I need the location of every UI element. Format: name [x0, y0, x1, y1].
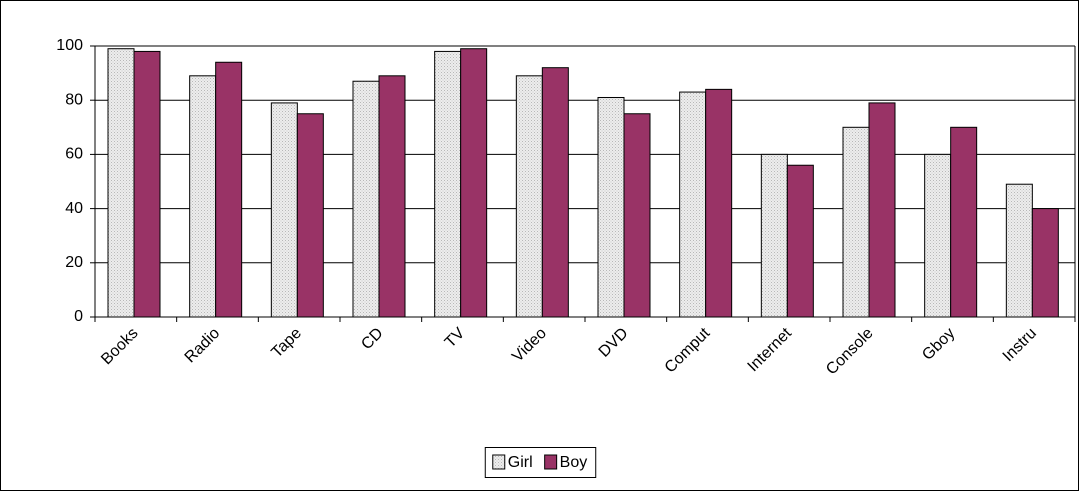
bar — [270, 102, 298, 318]
bar — [541, 67, 569, 318]
bar — [705, 88, 733, 318]
legend-swatch — [492, 454, 506, 470]
bar — [352, 80, 380, 318]
legend-label: Boy — [560, 454, 588, 471]
bar — [133, 50, 161, 318]
bar — [924, 153, 952, 318]
bar — [515, 75, 543, 318]
bar — [679, 91, 707, 318]
y-tick-label: 80 — [65, 91, 83, 108]
y-tick-label: 60 — [65, 146, 83, 163]
legend: Girl Boy — [484, 447, 597, 478]
bar — [760, 153, 788, 318]
legend-label: Girl — [508, 454, 533, 471]
bar — [460, 48, 488, 318]
y-tick-label: 40 — [65, 200, 83, 217]
bar — [434, 50, 462, 318]
bar — [189, 75, 217, 318]
bar — [950, 126, 978, 318]
y-tick-label: 0 — [74, 308, 83, 325]
legend-swatch — [544, 454, 558, 470]
bar — [842, 126, 870, 318]
bar — [215, 61, 243, 318]
y-tick-label: 100 — [56, 37, 83, 54]
bar — [786, 164, 814, 318]
bar — [296, 113, 324, 318]
bar — [1031, 208, 1059, 318]
bar — [378, 75, 406, 318]
y-tick-label: 20 — [65, 254, 83, 271]
bar — [623, 113, 651, 318]
bar — [868, 102, 896, 318]
bar — [107, 48, 135, 318]
bar — [597, 96, 625, 318]
bar — [1005, 183, 1033, 318]
